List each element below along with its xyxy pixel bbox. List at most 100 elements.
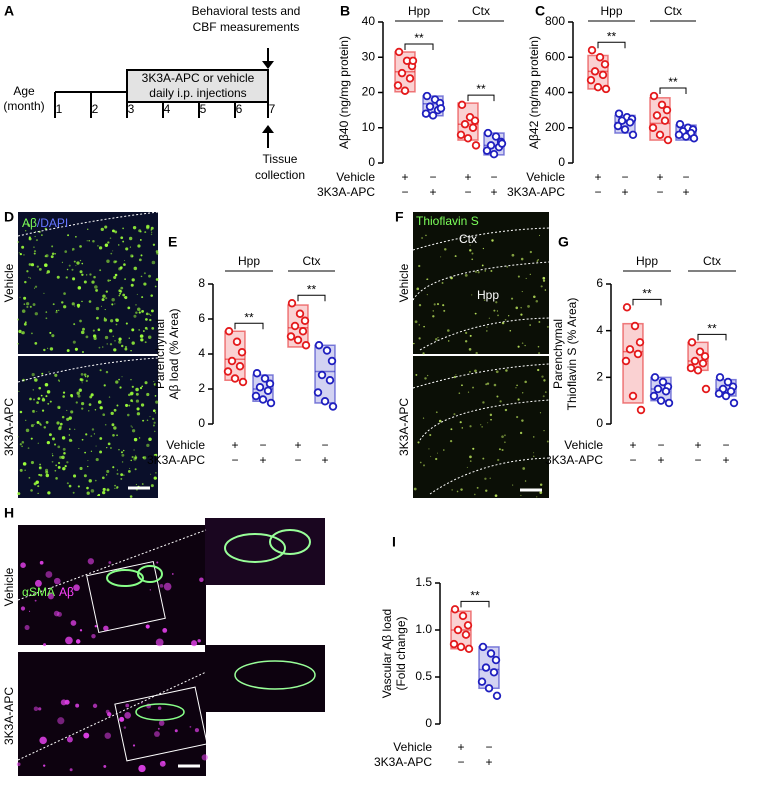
speckle [150,484,154,488]
speckle [73,474,77,478]
speckle [490,269,493,272]
speckle [62,391,66,394]
speckle [45,311,48,313]
speckle [422,352,425,355]
speckle [144,341,147,344]
speckle [115,380,119,384]
treatment-sign: + [682,185,689,199]
speckle [460,488,463,491]
y-axis-label: (Fold change) [394,616,408,690]
speckle [32,303,36,307]
speckle [477,271,480,274]
speckle [90,393,94,397]
speckle [38,473,41,476]
speckle [453,375,457,379]
speckle [148,313,151,315]
speckle [99,369,102,372]
speckle [26,302,30,306]
data-point [587,46,597,55]
speckle [87,465,89,468]
y-axis-label: Aβ42 (ng/mg protein) [527,36,541,149]
data-point [224,327,234,336]
speckle [153,421,156,424]
speckle [51,460,54,463]
data-point [230,374,240,383]
speckle [26,270,29,273]
speckle [521,419,524,422]
speckle [130,425,132,427]
speckle [122,240,125,243]
speckle [95,288,99,292]
y-tick-label: 20 [362,85,376,99]
data-point [235,362,245,371]
treatment-label: 3K3A-APC [507,185,565,199]
speckle [95,306,100,311]
speckle [81,262,84,265]
speckle [538,352,541,355]
speckle [62,395,65,398]
speckle [529,250,533,254]
speckle [49,400,52,403]
month-label: 6 [236,102,243,116]
speckle [493,383,497,387]
speckle [79,319,82,323]
speckle [495,301,498,304]
speckle [86,240,88,242]
speckle [114,487,116,489]
speckle [41,372,44,375]
speckle [61,415,65,419]
significance-bracket [234,322,264,330]
data-point [481,663,491,672]
speckle [433,303,436,306]
boundary [17,357,159,383]
speckle [51,453,54,455]
speckle [21,245,25,249]
data-point [464,644,474,653]
speckle [85,433,88,436]
speckle [147,335,152,339]
data-point [593,83,603,92]
y-tick-label: 0.5 [415,669,432,683]
speckle [417,441,420,444]
speckle [542,279,546,282]
speckle [504,408,508,412]
speckle [480,424,482,426]
speckle [149,589,151,591]
data-point [700,352,710,361]
speckle [95,445,97,447]
speckle [469,460,472,462]
significance-label: ** [668,75,678,89]
speckle [71,302,75,306]
speckle [65,276,68,279]
treatment-label: Vehicle [336,170,375,184]
data-point [394,47,404,57]
y-tick-label: 0 [425,716,432,730]
speckle [41,409,45,412]
speckle [189,725,192,728]
data-point [600,60,610,69]
treatment-sign: + [231,438,238,452]
data-point [628,391,638,401]
speckle [153,383,157,386]
speckle [116,404,119,407]
speckle [87,228,89,230]
data-point [621,356,631,366]
speckle [443,309,446,312]
speckle [75,265,77,267]
speckle [49,347,54,351]
speckle [71,268,74,271]
speckle [542,395,545,398]
group-label: Ctx [303,254,321,268]
group-label: Ctx [703,254,721,268]
treatment-sign: − [629,453,636,467]
speckle [546,440,549,443]
speckle [469,249,472,252]
speckle [21,445,23,448]
speckle [124,347,128,351]
speckle [66,268,69,271]
treatment-sign: + [629,438,636,452]
speckle [97,245,99,247]
speckle [118,378,120,381]
speckle [124,295,128,300]
